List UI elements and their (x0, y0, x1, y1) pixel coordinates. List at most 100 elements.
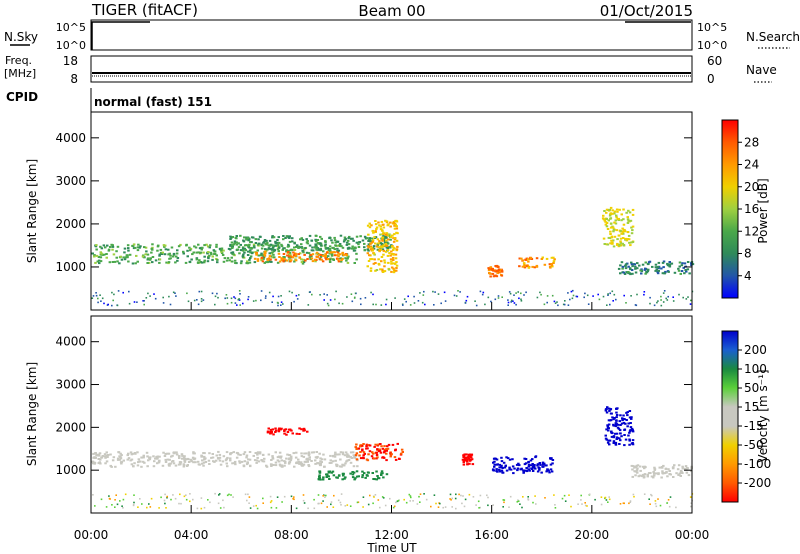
power-scatter-cell (515, 292, 517, 294)
velocity-echo-cell (389, 455, 392, 458)
velocity-echo-cell (396, 442, 399, 445)
velocity-echo-cell (647, 472, 651, 475)
power-echo-cell (244, 244, 247, 247)
velocity-scatter-cell (293, 498, 295, 501)
power-echo-cell (310, 239, 313, 242)
power-echo-cell (378, 249, 381, 252)
power-echo-cell (497, 266, 500, 268)
velocity-echo-cell (623, 418, 626, 420)
velocity-echo-cell (183, 460, 187, 463)
velocity-echo-cell (610, 435, 614, 438)
velocity-scatter-cell (544, 497, 546, 499)
velocity-echo-cell (252, 454, 255, 457)
power-echo-cell (384, 242, 388, 245)
power-echo-cell (94, 261, 97, 264)
velocity-echo-cell (153, 460, 156, 463)
velocity-echo-cell (672, 466, 675, 469)
power-scatter-cell (678, 293, 680, 296)
power-echo-cell (158, 258, 162, 261)
velocity-echo-cell (166, 452, 169, 455)
velocity-echo-cell (361, 456, 365, 459)
power-echo-cell (619, 244, 623, 247)
power-echo-cell (492, 269, 495, 272)
velocity-echo-cell (653, 468, 656, 471)
power-echo-cell (622, 244, 626, 247)
power-echo-cell (308, 244, 312, 247)
power-echo-cell (267, 244, 270, 247)
velocity-scatter-cell (444, 506, 447, 508)
velocity-echo-region (266, 427, 309, 436)
velocity-echo-cell (330, 461, 333, 464)
velocity-echo-cell (105, 460, 109, 463)
power-echo-cell (96, 260, 99, 263)
velocity-scatter-cell (200, 507, 203, 510)
velocity-scatter-cell (119, 500, 121, 502)
power-echo-cell (627, 234, 631, 237)
power-echo-cell (545, 257, 549, 260)
power-echo-cell (523, 263, 526, 266)
power-ytick-label: 2000 (55, 217, 86, 231)
power-echo-cell (497, 270, 500, 273)
velocity-echo-cell (660, 466, 664, 468)
power-echo-cell (634, 267, 637, 270)
power-scatter-cell (334, 298, 336, 301)
power-scatter-cell (311, 293, 313, 296)
power-echo-cell (260, 259, 263, 262)
velocity-echo-cell (142, 456, 145, 459)
velocity-scatter-cell (554, 507, 557, 509)
power-echo-cell (352, 249, 356, 252)
velocity-echo-cell (462, 455, 466, 458)
power-echo-cell (347, 237, 350, 240)
velocity-scatter-cell (580, 499, 582, 501)
power-echo-cell (369, 258, 372, 261)
power-echo-cell (381, 229, 384, 232)
power-echo-cell (623, 273, 627, 275)
power-echo-cell (336, 247, 339, 250)
velocity-echo-cell (545, 470, 548, 473)
power-scatter-cell (546, 295, 549, 297)
power-echo-cell (493, 269, 497, 272)
velocity-echo-cell (274, 464, 278, 467)
velocity-echo-cell (349, 472, 352, 475)
velocity-scatter-cell (455, 493, 457, 496)
power-echo-cell (243, 236, 246, 239)
power-colorbar-tick-label: 12 (744, 224, 759, 238)
velocity-echo-cell (92, 452, 95, 455)
power-scatter-cell (143, 303, 145, 306)
velocity-echo-cell (285, 433, 288, 436)
velocity-echo-cell (156, 462, 159, 465)
power-echo-cell (300, 261, 304, 264)
power-echo-cell (241, 255, 245, 258)
power-echo-cell (351, 245, 354, 248)
power-echo-cell (211, 255, 214, 258)
power-echo-cell (622, 228, 626, 231)
power-echo-cell (293, 246, 296, 249)
power-echo-cell (680, 270, 684, 272)
power-echo-cell (249, 255, 253, 258)
power-echo-cell (193, 245, 196, 248)
velocity-echo-cell (613, 417, 616, 419)
power-echo-cell (151, 256, 155, 258)
velocity-echo-cell (498, 468, 501, 471)
power-echo-cell (278, 260, 282, 263)
power-echo-cell (195, 257, 199, 260)
velocity-echo-cell (139, 460, 142, 463)
velocity-echo-cell (164, 452, 167, 455)
power-echo-cell (220, 252, 224, 254)
power-echo-cell (172, 252, 176, 255)
velocity-scatter-cell (534, 495, 536, 497)
power-echo-cell (677, 267, 680, 270)
power-scatter-cell (200, 290, 203, 293)
velocity-echo-cell (620, 435, 623, 438)
velocity-echo-cell (628, 439, 631, 442)
velocity-echo-cell (351, 471, 354, 473)
power-echo-cell (393, 238, 397, 241)
velocity-scatter-cell (655, 505, 658, 508)
power-echo-cell (330, 239, 333, 242)
velocity-scatter-cell (478, 507, 480, 509)
power-scatter-cell (101, 297, 104, 300)
velocity-echo-cell (148, 456, 151, 459)
power-echo-cell (203, 244, 206, 247)
power-echo-cell (100, 247, 104, 250)
